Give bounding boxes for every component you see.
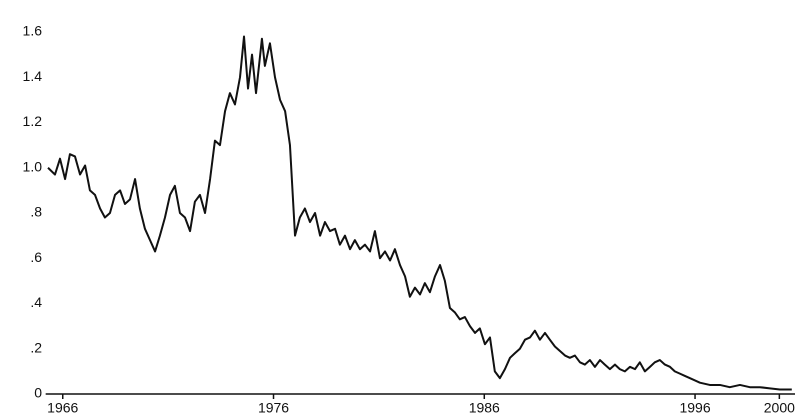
y-tick-label: 0	[34, 385, 42, 401]
x-tick-label: 1996	[679, 400, 710, 416]
y-tick-label: 1.2	[23, 113, 43, 129]
y-tick-label: 1.4	[23, 68, 43, 84]
y-tick-label: .8	[30, 204, 42, 220]
x-tick-label: 1976	[258, 400, 289, 416]
x-tick-label: 1966	[47, 400, 78, 416]
y-tick-label: 1.6	[23, 23, 43, 39]
x-tick-label: 2000	[764, 400, 795, 416]
y-tick-label: .4	[30, 294, 42, 310]
y-tick-label: .2	[30, 339, 42, 355]
x-tick-label: 1986	[469, 400, 500, 416]
y-tick-label: .6	[30, 249, 42, 265]
data-line	[47, 35, 792, 391]
y-tick-label: 1.0	[23, 158, 43, 174]
